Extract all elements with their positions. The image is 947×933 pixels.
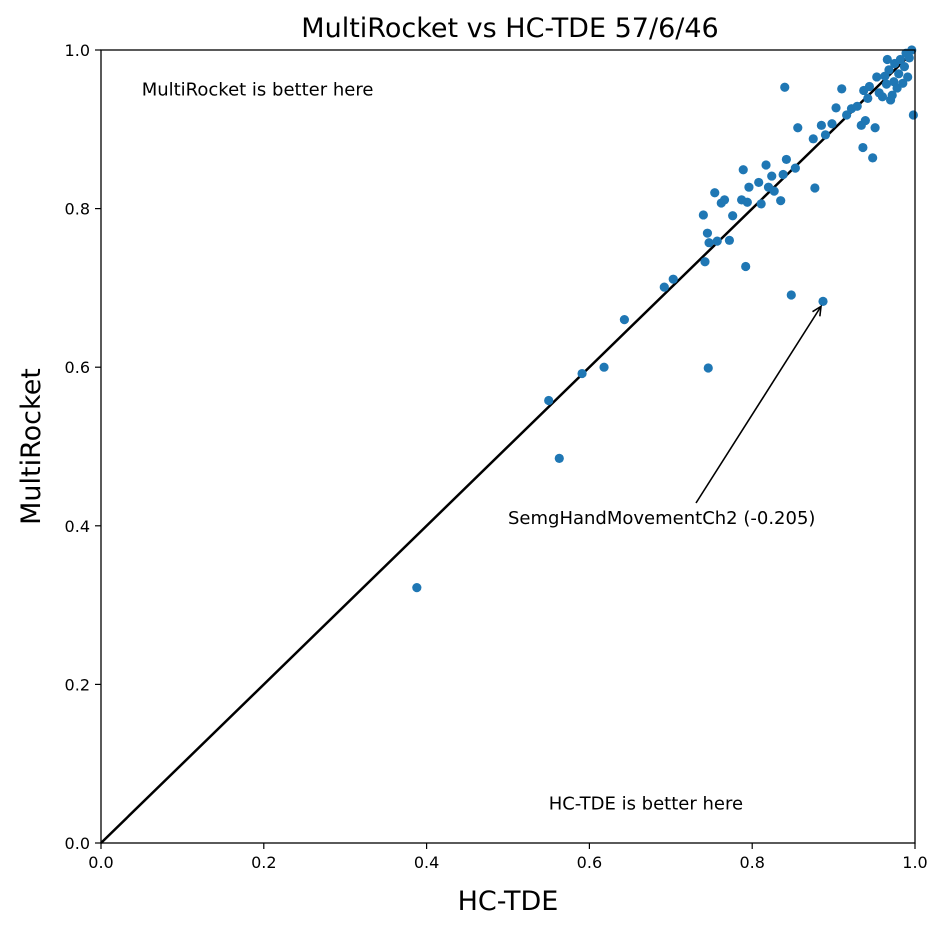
data-point	[780, 82, 790, 92]
data-point	[778, 169, 788, 180]
chart-title: MultiRocket vs HC-TDE 57/6/46	[301, 13, 718, 44]
data-point	[738, 165, 748, 175]
plot-area	[100, 45, 918, 844]
data-point	[899, 62, 910, 72]
data-point	[877, 92, 888, 102]
data-point	[744, 182, 754, 192]
data-point	[700, 257, 710, 267]
data-point	[895, 54, 905, 65]
data-point	[710, 188, 720, 198]
x-axis-label: HC-TDE	[458, 886, 559, 917]
points-layer	[412, 45, 918, 593]
data-point	[790, 163, 800, 173]
data-point	[881, 79, 892, 89]
x-tick-label: 0.2	[251, 853, 276, 872]
y-tick-label: 0.0	[65, 834, 90, 853]
y-axis-ticks: 0.0 0.2 0.4 0.6 0.8 1.0	[65, 41, 101, 853]
data-point	[894, 69, 904, 79]
x-axis-ticks: 0.0 0.2 0.4 0.6 0.8 1.0	[88, 843, 928, 872]
data-point	[756, 199, 766, 209]
data-point	[769, 186, 779, 196]
data-point	[842, 110, 852, 120]
data-point	[903, 72, 913, 82]
y-tick-label: 0.6	[65, 358, 90, 377]
data-point	[884, 65, 894, 75]
y-axis-label: MultiRocket	[16, 368, 47, 525]
data-point	[882, 54, 892, 65]
data-point	[872, 72, 882, 82]
data-point	[754, 177, 764, 188]
annotation-multirocket-better: MultiRocket is better here	[142, 80, 374, 101]
annotation-hctde-better: HC-TDE is better here	[549, 793, 743, 814]
x-tick-label: 0.8	[739, 853, 764, 872]
data-point	[724, 235, 735, 245]
data-point	[767, 171, 777, 181]
data-point	[827, 119, 837, 129]
data-point	[837, 84, 847, 94]
data-point	[808, 134, 818, 144]
data-point	[761, 160, 771, 170]
y-tick-label: 1.0	[65, 41, 90, 60]
data-point	[698, 210, 708, 220]
data-point	[860, 115, 870, 126]
data-point	[741, 261, 751, 272]
x-tick-label: 1.0	[902, 853, 927, 872]
plot-frame	[100, 49, 916, 844]
data-point	[852, 101, 862, 111]
data-point	[816, 120, 826, 130]
x-tick-label: 0.4	[414, 853, 439, 872]
data-point	[864, 81, 875, 92]
x-tick-label: 0.0	[88, 853, 113, 872]
data-point	[858, 142, 868, 153]
data-point	[599, 362, 609, 372]
data-point	[702, 228, 713, 238]
data-point	[786, 290, 796, 300]
data-point	[728, 211, 738, 221]
data-point	[810, 183, 820, 193]
diagonal-line	[100, 49, 916, 844]
data-point	[703, 363, 713, 373]
data-point	[668, 274, 678, 284]
data-point	[719, 195, 730, 205]
data-point	[868, 153, 878, 163]
data-point	[887, 90, 897, 100]
y-tick-label: 0.8	[65, 200, 90, 219]
data-point	[781, 154, 791, 165]
data-point	[793, 123, 803, 133]
data-point	[818, 296, 828, 306]
data-point	[742, 197, 752, 207]
annotation-arrow-label: SemgHandMovementCh2 (-0.205)	[508, 508, 815, 529]
data-point	[820, 130, 831, 140]
data-point	[904, 53, 914, 63]
data-point	[712, 236, 722, 246]
data-point	[704, 238, 714, 248]
data-point	[831, 103, 841, 113]
data-point	[412, 583, 422, 593]
data-point	[870, 123, 880, 133]
data-point	[544, 395, 554, 406]
y-tick-label: 0.4	[65, 517, 90, 536]
y-tick-label: 0.2	[65, 675, 90, 694]
data-point	[863, 93, 873, 103]
data-point	[619, 315, 630, 325]
data-point	[908, 110, 918, 120]
data-point	[577, 368, 587, 379]
annotation-arrow-head	[812, 304, 823, 317]
data-point	[554, 453, 564, 463]
annotation-arrow	[695, 305, 822, 504]
data-point	[776, 196, 786, 206]
data-point	[659, 282, 669, 292]
x-tick-label: 0.6	[577, 853, 602, 872]
data-point	[898, 78, 908, 88]
